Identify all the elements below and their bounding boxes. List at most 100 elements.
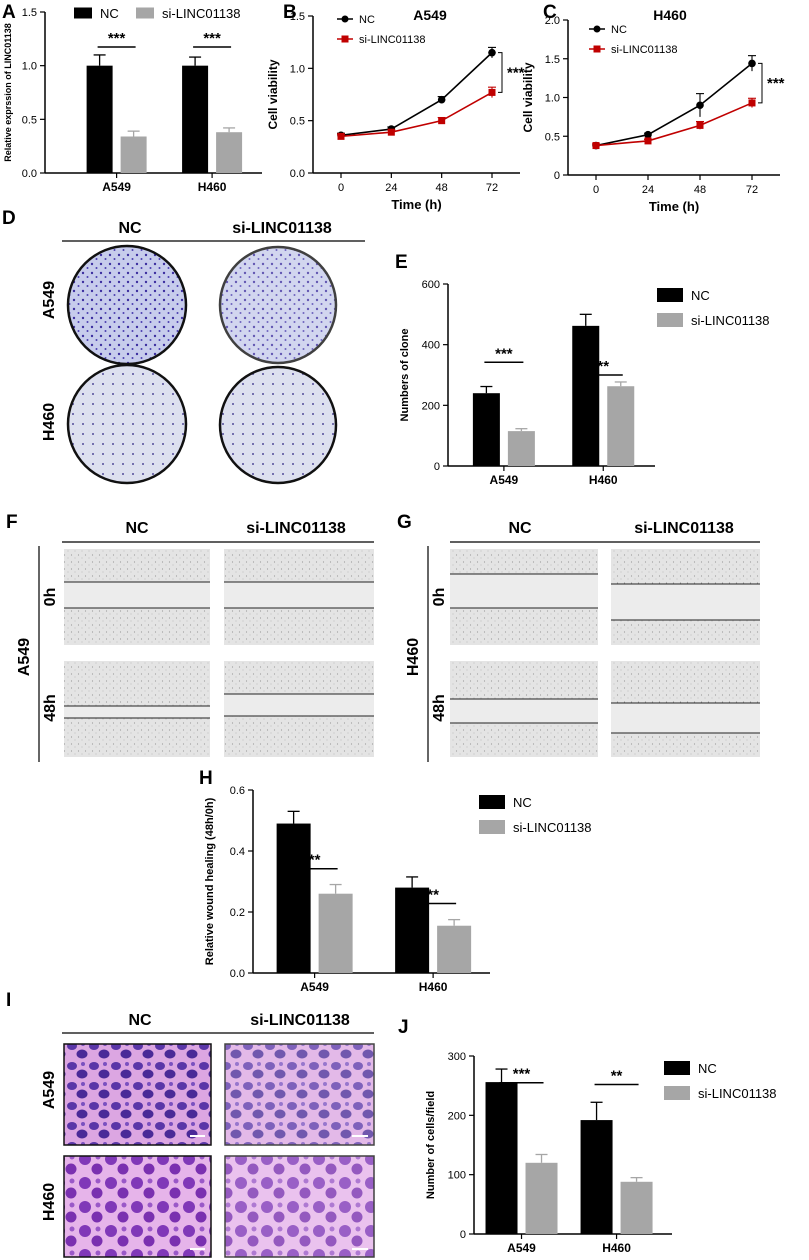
wound-h460-si-0h-gap	[611, 584, 760, 620]
x-tick-label: H460	[198, 180, 227, 194]
significance-label: ***	[767, 75, 785, 92]
transwell-h460-si	[224, 1155, 375, 1258]
chart-title: A549	[413, 7, 447, 23]
y-tick-label: 1.0	[22, 61, 37, 73]
panel-g-time-48h: 48h	[431, 694, 448, 722]
bar-nc-h460	[572, 325, 600, 466]
y-axis-label: Number of cells/field	[425, 1091, 437, 1199]
y-tick-label: 0.6	[230, 785, 245, 797]
data-point-si	[337, 132, 345, 140]
chart-h-wound-healing: 0.0 0.2 0.4 0.6 A549 ** H460 ** Relative wound h…	[204, 785, 592, 994]
legend-label: NC	[100, 6, 119, 21]
bar-nc-a549	[276, 823, 311, 973]
significance-label: **	[597, 358, 609, 375]
legend-swatch	[657, 313, 683, 327]
legend-swatch	[74, 7, 92, 19]
panel-letter-c: C	[543, 2, 557, 23]
panel-d-row-a549: A549	[41, 281, 58, 319]
bar-nc-a549	[86, 65, 113, 173]
transwell-a549-nc	[63, 1043, 212, 1146]
y-tick-label: 0	[460, 1229, 466, 1241]
y-axis-label: Cell viability	[521, 62, 535, 132]
plate-a549-si	[218, 245, 338, 365]
data-point-nc	[748, 59, 756, 68]
legend-label: NC	[698, 1061, 717, 1076]
panel-i-header-nc: NC	[128, 1012, 152, 1029]
legend-swatch	[664, 1061, 690, 1075]
y-axis-label: Numbers of clone	[399, 329, 411, 422]
legend-marker	[593, 45, 601, 53]
legend-label: NC	[359, 14, 375, 26]
legend-marker	[341, 35, 349, 43]
legend-label: si-LINC01138	[698, 1086, 777, 1101]
bar-si-h460	[216, 132, 243, 173]
bar-nc-h460	[182, 65, 209, 173]
series-line-si	[340, 91, 493, 138]
panel-letter-h: H	[199, 768, 213, 789]
y-tick-label: 1.0	[290, 63, 305, 75]
panel-letter-a: A	[2, 2, 16, 23]
bar-nc-a549	[472, 393, 500, 466]
legend-swatch	[136, 7, 154, 19]
panel-letter-e: E	[395, 252, 408, 273]
data-point-si	[488, 88, 496, 96]
legend-swatch	[479, 820, 505, 834]
panel-i-row-a549: A549	[41, 1071, 58, 1109]
legend-label: NC	[691, 288, 710, 303]
bar-si-h460	[620, 1181, 653, 1234]
data-point-si	[592, 142, 600, 150]
y-tick-label: 0.5	[545, 131, 560, 143]
panel-d-header-si: si-LINC01138	[232, 220, 332, 237]
plate-a549-nc	[66, 244, 188, 366]
plate-h460-nc	[66, 363, 188, 485]
panel-d-header-nc: NC	[118, 220, 142, 237]
panel-i-transwell: NC si-LINC01138 A549 H460	[41, 1012, 375, 1258]
y-tick-label: 1.5	[545, 54, 560, 66]
bar-si-h460	[437, 925, 472, 973]
x-tick-label: 0	[593, 184, 599, 196]
data-point-nc	[488, 48, 496, 57]
x-tick-label: 0	[338, 182, 344, 194]
chart-c-viability-h460: 0 0.5 1.0 1.5 2.0 0 24 48 72 *** Cell viability Tim…	[521, 7, 785, 214]
x-tick-label: H460	[589, 473, 618, 487]
chart-a-expression: 0.0 0.5 1.0 1.5 A549 *** H460 *** Relative exprs…	[3, 6, 262, 194]
x-axis-label: Time (h)	[391, 197, 441, 212]
y-tick-label: 2.0	[545, 15, 560, 27]
legend-marker	[593, 25, 601, 33]
data-point-si	[644, 137, 652, 145]
data-point-nc	[644, 130, 652, 139]
bar-si-h460	[607, 386, 635, 466]
panel-letter-g: G	[397, 512, 412, 533]
panel-letter-d: D	[2, 208, 16, 229]
y-tick-label: 1.5	[290, 11, 305, 23]
y-tick-label: 0	[554, 170, 560, 182]
legend-marker	[341, 15, 349, 23]
panel-g-wound-h460: NC si-LINC01138 H460 0h 48h	[405, 520, 760, 762]
wound-h460-nc-48h-gap	[450, 699, 598, 723]
x-tick-label: H460	[419, 980, 448, 994]
x-tick-label: 48	[694, 184, 706, 196]
y-axis-label: Relative wound healing (48h/0h)	[204, 797, 216, 965]
series-line-nc	[595, 62, 753, 147]
panel-g-cell-line: H460	[405, 638, 422, 676]
series-line-si	[595, 102, 753, 147]
panel-letter-i: I	[6, 990, 11, 1011]
significance-bracket	[758, 62, 763, 104]
panel-f-header-si: si-LINC01138	[246, 520, 346, 537]
data-point-si	[748, 99, 756, 107]
panel-f-wound-a549: NC si-LINC01138 A549 0h 48h	[16, 520, 374, 762]
y-tick-label: 0.0	[230, 968, 245, 980]
significance-label: **	[427, 886, 439, 903]
transwell-a549-si	[224, 1043, 375, 1146]
y-tick-label: 600	[422, 279, 440, 291]
x-tick-label: A549	[507, 1241, 536, 1255]
wound-a549-si-0h-gap	[224, 582, 374, 608]
significance-label: **	[611, 1067, 623, 1084]
bar-si-a549	[525, 1162, 558, 1234]
y-tick-label: 0	[434, 461, 440, 473]
significance-label: ***	[513, 1066, 531, 1083]
legend-label: NC	[611, 24, 627, 36]
panel-i-row-h460: H460	[41, 1183, 58, 1221]
legend-swatch	[657, 288, 683, 302]
